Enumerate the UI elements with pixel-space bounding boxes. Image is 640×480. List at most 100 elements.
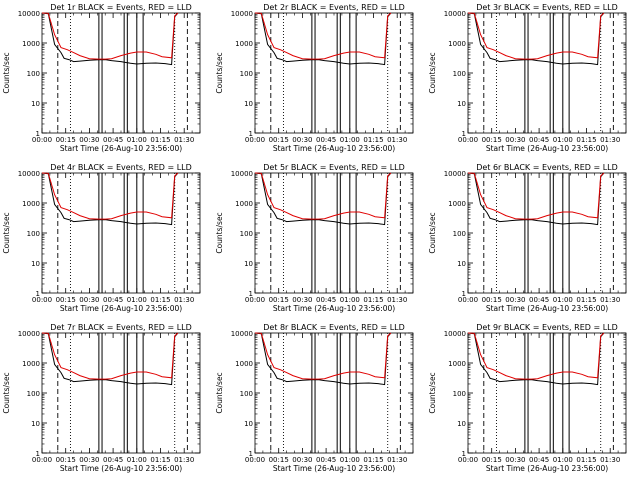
y-tick-label: 10	[31, 100, 40, 108]
x-tick-label: 00:00	[245, 136, 265, 144]
x-tick-label: 01:00	[127, 296, 147, 304]
plot-frame	[41, 12, 201, 134]
chart-title: Det 5r BLACK = Events, RED = LLD	[263, 163, 405, 172]
y-axis-label: Counts/sec	[215, 212, 224, 253]
x-tick-label: 01:30	[174, 456, 194, 464]
x-tick-label: 00:30	[79, 296, 99, 304]
y-tick-label: 10000	[18, 10, 40, 18]
plot-frame	[467, 332, 627, 454]
y-tick-label: 1000	[22, 40, 40, 48]
y-tick-label: 10	[457, 420, 466, 428]
x-tick-label: 00:45	[529, 456, 549, 464]
x-tick-label: 00:30	[79, 136, 99, 144]
x-tick-label: 00:15	[482, 136, 502, 144]
x-tick-label: 01:00	[553, 136, 573, 144]
y-tick-label: 100	[453, 390, 466, 398]
x-tick-label: 01:30	[387, 136, 407, 144]
y-tick-label: 10	[244, 420, 253, 428]
x-tick-label: 00:45	[316, 296, 336, 304]
y-axis-label: Counts/sec	[2, 52, 11, 93]
x-axis-label: Start Time (26-Aug-10 23:56:00)	[60, 464, 182, 473]
x-tick-label: 01:30	[387, 296, 407, 304]
x-tick-label: 00:30	[292, 456, 312, 464]
x-tick-label: 00:15	[269, 456, 289, 464]
y-tick-label: 100	[27, 70, 40, 78]
y-tick-label: 1	[249, 290, 253, 298]
x-tick-label: 01:30	[600, 136, 620, 144]
detector-chart: Det 8r BLACK = Events, RED = LLD 1 10 100 10…	[215, 323, 414, 473]
y-tick-label: 100	[27, 390, 40, 398]
x-tick-label: 01:00	[553, 296, 573, 304]
x-axis-label: Start Time (26-Aug-10 23:56:00)	[486, 304, 608, 313]
y-tick-label: 1000	[235, 360, 253, 368]
x-tick-label: 01:00	[340, 296, 360, 304]
y-axis-label: Counts/sec	[215, 372, 224, 413]
detector-chart: Det 6r BLACK = Events, RED = LLD 1 10 100 10…	[428, 163, 627, 313]
x-tick-label: 01:00	[553, 456, 573, 464]
plot-frame	[254, 332, 414, 454]
series-lld-line	[41, 172, 179, 220]
y-tick-label: 1000	[448, 40, 466, 48]
x-tick-label: 01:15	[363, 136, 383, 144]
series-lld-line	[467, 332, 605, 380]
y-tick-label: 10	[457, 100, 466, 108]
series-events-line	[41, 332, 179, 386]
y-tick-label: 100	[240, 70, 253, 78]
x-tick-label: 00:30	[292, 136, 312, 144]
x-tick-label: 00:15	[56, 456, 76, 464]
x-axis-label: Start Time (26-Aug-10 23:56:00)	[60, 144, 182, 153]
y-axis-label: Counts/sec	[2, 372, 11, 413]
x-axis-label: Start Time (26-Aug-10 23:56:00)	[273, 464, 395, 473]
x-tick-label: 01:15	[363, 456, 383, 464]
series-events-line	[467, 172, 605, 226]
series-lld-line	[41, 332, 179, 380]
x-tick-label: 00:00	[32, 136, 52, 144]
chart-title: Det 6r BLACK = Events, RED = LLD	[476, 163, 618, 172]
chart-title: Det 1r BLACK = Events, RED = LLD	[50, 3, 192, 12]
y-tick-label: 10000	[18, 170, 40, 178]
x-tick-label: 00:15	[56, 296, 76, 304]
y-tick-label: 1	[249, 450, 253, 458]
x-tick-label: 00:30	[79, 456, 99, 464]
x-tick-label: 00:30	[505, 456, 525, 464]
series-lld-line	[467, 12, 605, 60]
series-events-line	[254, 172, 392, 226]
plot-frame	[41, 332, 201, 454]
x-tick-label: 00:15	[269, 296, 289, 304]
x-tick-label: 00:45	[316, 456, 336, 464]
detector-chart: Det 2r BLACK = Events, RED = LLD 1 10 100 10…	[215, 3, 414, 153]
series-lld-line	[467, 172, 605, 220]
series-lld-line	[41, 12, 179, 60]
y-tick-label: 1000	[448, 200, 466, 208]
detector-chart: Det 5r BLACK = Events, RED = LLD 1 10 100 10…	[215, 163, 414, 313]
y-tick-label: 10	[244, 260, 253, 268]
x-axis-label: Start Time (26-Aug-10 23:56:00)	[60, 304, 182, 313]
chart-title: Det 8r BLACK = Events, RED = LLD	[263, 323, 405, 332]
y-axis-label: Counts/sec	[428, 372, 437, 413]
y-tick-label: 10000	[231, 10, 253, 18]
x-tick-label: 01:15	[150, 456, 170, 464]
series-events-line	[254, 332, 392, 386]
x-tick-label: 00:00	[245, 456, 265, 464]
x-tick-label: 01:30	[174, 136, 194, 144]
chart-title: Det 9r BLACK = Events, RED = LLD	[476, 323, 618, 332]
chart-title: Det 7r BLACK = Events, RED = LLD	[50, 323, 192, 332]
y-tick-label: 100	[27, 230, 40, 238]
plot-frame	[254, 12, 414, 134]
chart-title: Det 4r BLACK = Events, RED = LLD	[50, 163, 192, 172]
chart-title: Det 3r BLACK = Events, RED = LLD	[476, 3, 618, 12]
series-events-line	[254, 12, 392, 66]
detector-chart: Det 9r BLACK = Events, RED = LLD 1 10 100 10…	[428, 323, 627, 473]
x-tick-label: 01:15	[150, 296, 170, 304]
y-tick-label: 1	[462, 290, 466, 298]
x-tick-label: 01:15	[576, 456, 596, 464]
plot-frame	[467, 172, 627, 294]
chart-title: Det 2r BLACK = Events, RED = LLD	[263, 3, 405, 12]
x-tick-label: 00:30	[505, 136, 525, 144]
y-tick-label: 1000	[235, 200, 253, 208]
x-tick-label: 00:45	[103, 296, 123, 304]
plot-frame	[254, 172, 414, 294]
y-tick-label: 10	[457, 260, 466, 268]
x-tick-label: 00:45	[103, 136, 123, 144]
series-events-line	[41, 12, 179, 66]
